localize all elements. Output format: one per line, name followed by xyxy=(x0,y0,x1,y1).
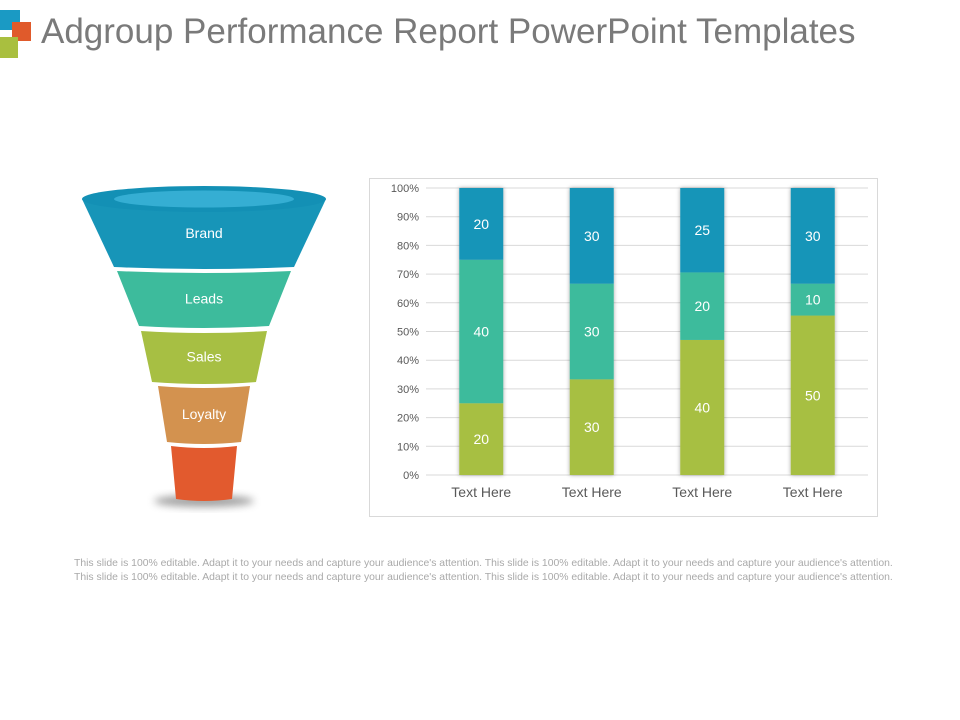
y-tick-label: 10% xyxy=(397,441,419,453)
data-label: 20 xyxy=(694,298,710,314)
bar-segment xyxy=(790,315,835,475)
x-category-label: Text Here xyxy=(672,484,732,500)
data-label: 40 xyxy=(473,324,489,340)
data-label: 30 xyxy=(584,228,600,244)
data-label: 50 xyxy=(805,387,821,403)
logo xyxy=(0,10,32,58)
data-label: 20 xyxy=(473,431,489,447)
bar-stack xyxy=(680,188,725,475)
funnel-opening xyxy=(114,190,294,208)
x-category-label: Text Here xyxy=(451,484,511,500)
funnel-stage-1 xyxy=(82,199,326,269)
funnel-stage-label-1: Brand xyxy=(185,225,222,241)
y-tick-label: 60% xyxy=(397,298,419,310)
y-tick-label: 20% xyxy=(397,413,419,425)
x-category-label: Text Here xyxy=(562,484,622,500)
funnel-stage-2 xyxy=(117,271,291,328)
y-tick-label: 100% xyxy=(391,183,419,195)
funnel-stage-label-4: Loyalty xyxy=(182,406,226,422)
bar-segment xyxy=(569,283,614,380)
funnel-stage-3 xyxy=(141,331,267,384)
funnel-stage-4 xyxy=(158,386,250,444)
y-tick-label: 70% xyxy=(397,269,419,281)
data-label: 40 xyxy=(694,399,710,415)
bar-segment xyxy=(680,188,725,273)
data-label: 20 xyxy=(473,216,489,232)
bar-segment xyxy=(459,403,504,475)
logo-square-orange xyxy=(12,22,31,41)
y-tick-label: 40% xyxy=(397,355,419,367)
funnel-stage-5 xyxy=(171,446,237,501)
chart-frame: 0% 10% 20% 30% 40% 50% 60% 70% 80% 90% 100% 20 40 20 T… xyxy=(369,178,878,517)
body-text: This slide is 100% editable. Adapt it to… xyxy=(74,558,893,583)
x-category-label: Text Here xyxy=(783,484,843,500)
bar-segment xyxy=(680,272,725,340)
data-label: 30 xyxy=(584,419,600,435)
funnel-stage-label-2: Leads xyxy=(185,291,223,307)
bar-segment xyxy=(569,379,614,475)
y-tick-label: 90% xyxy=(397,212,419,224)
data-label: 25 xyxy=(694,222,710,238)
bar-stack xyxy=(790,188,835,475)
y-tick-label: 30% xyxy=(397,384,419,396)
data-label: 10 xyxy=(805,292,821,308)
stacked-bar-chart: 0% 10% 20% 30% 40% 50% 60% 70% 80% 90% 100% 20 40 20 T… xyxy=(391,183,868,500)
funnel-diagram: Brand Leads Sales Loyalty xyxy=(82,186,326,507)
logo-square-green xyxy=(0,37,18,58)
bar-segment xyxy=(790,188,835,284)
data-label: 30 xyxy=(584,324,600,340)
funnel-stage-label-3: Sales xyxy=(186,349,221,365)
page-title: Adgroup Performance Report PowerPoint Te… xyxy=(41,12,856,51)
bar-segment xyxy=(459,188,504,260)
bar-segment xyxy=(790,283,835,316)
y-tick-label: 80% xyxy=(397,240,419,252)
bar-stack xyxy=(459,188,504,475)
bar-segment xyxy=(569,188,614,284)
bar-segment xyxy=(680,339,725,475)
y-tick-label: 0% xyxy=(403,470,419,482)
data-label: 30 xyxy=(805,228,821,244)
bar-segment xyxy=(459,259,504,404)
y-tick-label: 50% xyxy=(397,327,419,339)
bar-stack xyxy=(569,188,614,475)
